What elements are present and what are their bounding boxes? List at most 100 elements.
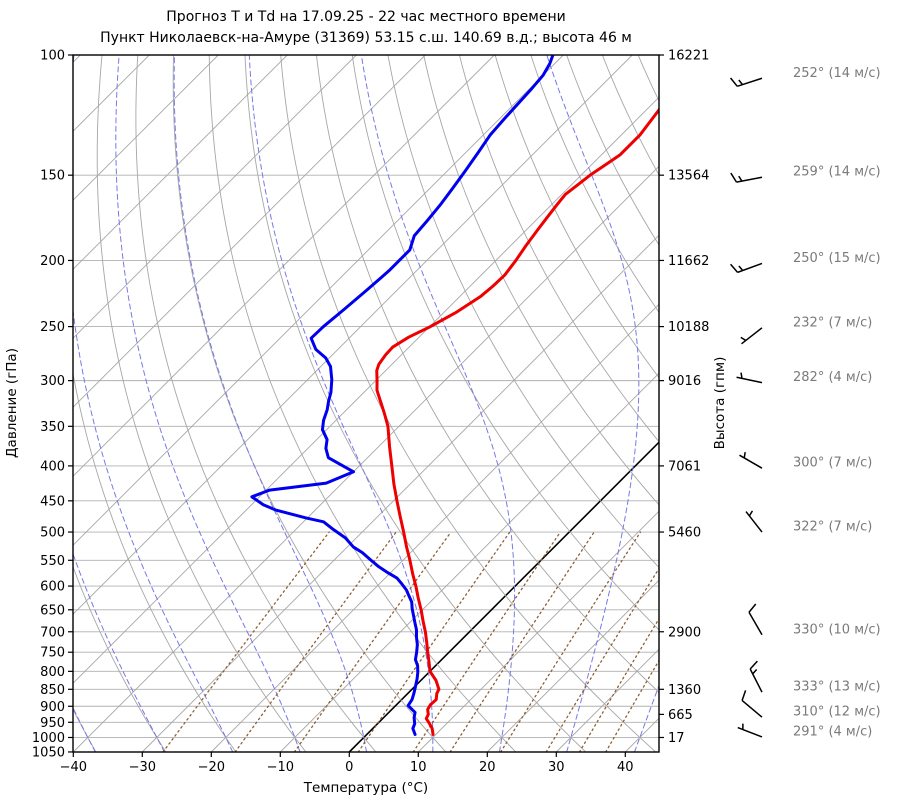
dry-adiabat-line	[281, 55, 656, 752]
pressure-tick-label: 550	[40, 554, 65, 569]
wind-barb	[731, 78, 762, 86]
wind-barb	[738, 724, 762, 737]
pressure-tick-label: 250	[40, 320, 65, 335]
wind-label: 300° (7 м/с)	[793, 456, 872, 471]
temperature-tick-label: 0	[345, 760, 353, 775]
dry-adiabat-line	[97, 55, 306, 752]
pressure-tick-label: 400	[40, 459, 65, 474]
barb-staff	[738, 728, 762, 737]
dry-adiabat-line	[745, 55, 900, 752]
background-grid	[0, 55, 900, 752]
mixing-ratio-line	[163, 532, 329, 752]
temperature_T-curve	[377, 109, 660, 734]
moist-adiabat-line	[116, 55, 300, 752]
wind-label: 232° (7 м/с)	[793, 315, 872, 330]
mixing-ratio-line	[450, 532, 594, 752]
isotherm-line	[280, 55, 900, 752]
height-axis-label: Высота (гпм)	[712, 357, 728, 450]
wind-barb	[741, 328, 762, 344]
dry-adiabat-line	[567, 55, 900, 752]
dry-adiabat-line	[173, 55, 446, 752]
isotherm-line	[556, 55, 900, 752]
pressure-tick-label: 700	[40, 625, 65, 640]
wind-label: 330° (10 м/с)	[793, 622, 881, 637]
pressure-tick-label: 600	[40, 580, 65, 595]
barb-staff	[749, 612, 762, 635]
moist-adiabat-line	[635, 55, 839, 752]
pressure-tick-label: 800	[40, 665, 65, 680]
barb-feather	[731, 78, 738, 86]
wind-labels: 252° (14 м/с)259° (14 м/с)250° (15 м/с)2…	[793, 66, 881, 740]
temperature-tick-label: −40	[60, 760, 87, 775]
wind-label: 252° (14 м/с)	[793, 66, 881, 81]
dry-adiabat-line	[388, 55, 866, 752]
barb-feather	[750, 661, 757, 669]
height-tick-label: 2900	[668, 625, 701, 640]
axis-tick-labels: 1001502002503003504004505005506006507007…	[32, 49, 709, 776]
height-tick-label: 10188	[668, 320, 709, 335]
wind-barb	[731, 263, 762, 272]
barb-feather	[744, 452, 745, 458]
barb-staff	[750, 669, 762, 692]
moist-adiabat-line	[249, 55, 433, 752]
barb-staff	[739, 455, 762, 468]
dry-adiabat-line	[316, 55, 725, 752]
chart-title-line1: Прогноз Т и Td на 17.09.25 - 22 час мест…	[166, 9, 565, 25]
barb-feather	[739, 80, 743, 85]
pressure-tick-label: 1050	[32, 745, 65, 760]
height-tick-label: 9016	[668, 374, 701, 389]
height-tick-label: 7061	[668, 459, 701, 474]
wind-label: 250° (15 м/с)	[793, 251, 881, 266]
isotherm-line	[142, 55, 839, 752]
height-tick-label: 16221	[668, 49, 709, 64]
mixing-ratio-line	[358, 532, 510, 752]
dry-adiabat-line	[352, 55, 795, 752]
pressure-tick-label: 100	[40, 49, 65, 64]
dry-adiabat-line	[15, 55, 166, 752]
barb-staff	[742, 328, 762, 344]
isotherm-line	[4, 55, 701, 752]
moist-adiabat-line	[66, 55, 233, 752]
wind-barb	[742, 690, 762, 717]
wind-barb	[739, 452, 762, 468]
height-tick-label: 13564	[668, 169, 709, 184]
barb-staff	[737, 377, 762, 382]
dry-adiabat-line	[638, 55, 900, 752]
barb-feather	[749, 604, 756, 612]
wind-label: 322° (7 м/с)	[793, 520, 872, 535]
barb-feather	[731, 264, 738, 272]
pressure-tick-label: 650	[40, 603, 65, 618]
wind-barbs	[731, 78, 762, 737]
chart-title-line2: Пункт Николаевск-на-Амуре (31369) 53.15 …	[100, 30, 632, 46]
pressure-tick-label: 950	[40, 716, 65, 731]
wind-barb	[737, 373, 762, 383]
isotherm-line	[73, 55, 770, 752]
pressure-tick-label: 150	[40, 169, 65, 184]
isotherm-line	[211, 55, 900, 752]
pressure-tick-label: 500	[40, 526, 65, 541]
barb-staff	[746, 512, 762, 532]
barb-feather	[739, 266, 743, 270]
dry-adiabat-line	[245, 55, 586, 752]
height-tick-label: 665	[668, 708, 693, 723]
barb-feather	[731, 173, 737, 182]
barb-staff	[742, 700, 762, 717]
isotherm-line	[625, 55, 900, 752]
barb-feather	[749, 511, 752, 516]
barb-feather	[742, 690, 746, 700]
temperature-tick-label: −30	[129, 760, 156, 775]
wind-barb	[750, 661, 762, 692]
dry-adiabat-line	[602, 55, 900, 752]
wind-barb	[731, 173, 762, 182]
dry-adiabat-line	[495, 55, 900, 752]
wind-label: 310° (12 м/с)	[793, 705, 881, 720]
isotherm-line	[0, 55, 149, 752]
x-axis-label: Температура (°C)	[303, 780, 428, 796]
temperature-tick-label: 10	[410, 760, 427, 775]
height-tick-label: 11662	[668, 254, 709, 269]
pressure-tick-label: 300	[40, 374, 65, 389]
temperature-tick-label: 20	[479, 760, 496, 775]
temperature-tick-label: −10	[267, 760, 294, 775]
